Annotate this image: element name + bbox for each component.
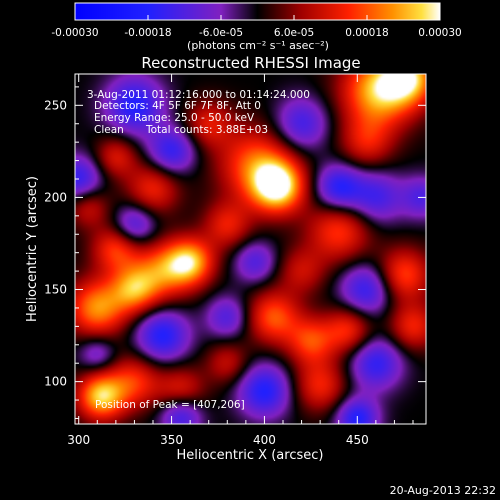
counts-label: Total counts: 3.88E+03 [145,124,268,136]
y-tick-label: 250 [44,98,67,112]
footer-date: 20-Aug-2013 22:32 [390,484,496,497]
x-tick-label: 300 [67,433,90,447]
y-tick-label: 100 [44,375,67,389]
colorbar [75,3,440,20]
colorbar-frame [74,2,441,21]
chart-title: Reconstructed RHESSI Image [141,54,360,72]
x-tick-label: 400 [253,433,276,447]
colorbar-units: (photons cm⁻² s⁻¹ asec⁻²) [187,39,329,52]
method-label: Clean [94,124,124,136]
colorbar-tick-label: 0.00018 [345,27,388,39]
x-axis-label: Heliocentric X (arcsec) [177,448,324,463]
colorbar-tick-label: -0.00018 [124,27,171,39]
y-tick-label: 200 [44,190,67,204]
heatmap-image [75,74,426,424]
time-range-label: 3-Aug-2011 01:12:16.000 to 01:14:24.000 [87,89,310,101]
x-tick-label: 450 [346,433,369,447]
detectors-label: Detectors: 4F 5F 6F 7F 8F, Att 0 [94,100,261,112]
colorbar-ticks: -0.00030 -0.00018 -6.0e-05 6.0e-05 0.00018 0.… [51,15,462,39]
colorbar-tick-label: 0.00030 [418,27,461,39]
axis-ticks: 300 350 400 450 100 150 200 250 [44,74,426,447]
colorbar-tick-label: -6.0e-05 [199,27,243,39]
colorbar-tick-label: 6.0e-05 [274,27,314,39]
peak-label: Position of Peak = [407,206] [95,399,245,411]
colorbar-tick-label: -0.00030 [51,27,98,39]
energy-label: Energy Range: 25.0 - 50.0 keV [94,112,255,124]
y-tick-label: 150 [44,283,67,297]
plot-frame [74,73,427,425]
x-tick-label: 350 [160,433,183,447]
y-axis-label: Heliocentric Y (arcsec) [25,176,40,322]
